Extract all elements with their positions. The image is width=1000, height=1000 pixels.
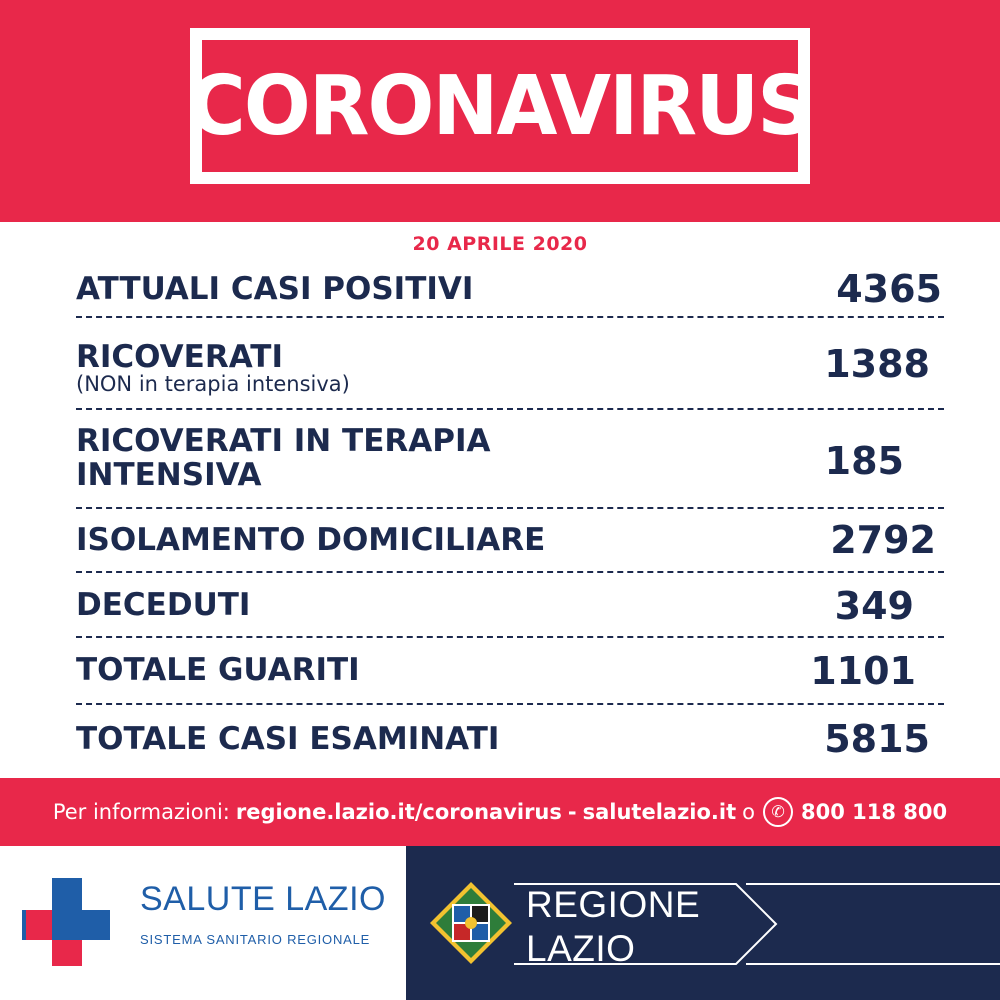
phone-icon: ✆ (763, 797, 794, 827)
stat-row-attuali-casi-positivi: ATTUALI CASI POSITIVI 4365 (76, 258, 944, 318)
stat-value: 4365 (836, 267, 942, 311)
stat-label: ISOLAMENTO DOMICILIARE (76, 522, 546, 558)
stat-value: 1101 (810, 649, 916, 693)
stat-value: 349 (834, 584, 914, 628)
info-or: o (742, 800, 756, 824)
info-dash: - (567, 800, 577, 824)
stat-label: TOTALE GUARITI (76, 652, 360, 688)
salute-lazio-subtitle: SISTEMA SANITARIO REGIONALE (140, 932, 371, 947)
decorative-lines (514, 883, 1000, 965)
stat-sublabel: (NON in terapia intensiva) (76, 372, 350, 396)
stat-row-terapia-intensiva: RICOVERATI IN TERAPIA INTENSIVA 185 (76, 410, 944, 509)
salute-lazio-cross-icon (22, 878, 110, 966)
info-bar: Per informazioni: regione.lazio.it/coron… (0, 778, 1000, 846)
page-title: CORONAVIRUS (188, 58, 814, 154)
regione-link[interactable]: regione.lazio.it/coronavirus (235, 800, 562, 824)
stats-table: ATTUALI CASI POSITIVI 4365 RICOVERATI (N… (76, 258, 944, 771)
stat-row-totale-guariti: TOTALE GUARITI 1101 (76, 638, 944, 705)
stat-label: RICOVERATI (76, 339, 283, 375)
stat-label: DECEDUTI (76, 587, 251, 623)
regione-lazio-panel: REGIONE LAZIO (406, 846, 1000, 1000)
report-date: 20 APRILE 2020 (412, 233, 588, 255)
regione-line2: LAZIO (526, 928, 636, 969)
phone-number[interactable]: 800 118 800 (801, 800, 948, 824)
regione-lazio-emblem-icon (430, 882, 512, 964)
salute-lazio-title: SALUTE LAZIO (140, 880, 386, 918)
header-banner: CORONAVIRUS (0, 0, 1000, 222)
salutelazio-link[interactable]: salutelazio.it (582, 800, 737, 824)
title-frame: CORONAVIRUS (188, 28, 814, 184)
stat-row-isolamento-domiciliare: ISOLAMENTO DOMICILIARE 2792 (76, 509, 944, 573)
stat-label: ATTUALI CASI POSITIVI (76, 271, 474, 307)
regione-line1: REGIONE (526, 884, 701, 925)
stat-row-deceduti: DECEDUTI 349 (76, 573, 944, 638)
info-prefix: Per informazioni: (52, 800, 230, 824)
stat-label: RICOVERATI IN TERAPIA INTENSIVA (76, 423, 491, 493)
stat-row-totale-casi-esaminati: TOTALE CASI ESAMINATI 5815 (76, 705, 944, 771)
stat-label: TOTALE CASI ESAMINATI (76, 721, 500, 757)
salute-lazio-panel: SALUTE LAZIO SISTEMA SANITARIO REGIONALE (0, 846, 406, 1000)
stat-value: 5815 (824, 717, 930, 761)
stat-value: 2792 (830, 518, 936, 562)
stat-value: 1388 (824, 342, 930, 386)
stat-row-ricoverati: RICOVERATI (NON in terapia intensiva) 13… (76, 318, 944, 410)
stat-value: 185 (824, 439, 904, 483)
